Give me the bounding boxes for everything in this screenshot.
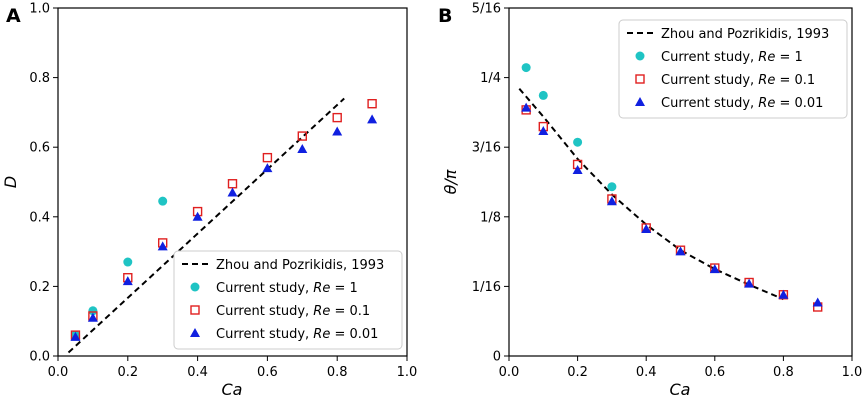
point-re-1 (158, 196, 168, 206)
x-tick-label: 0.8 (327, 365, 348, 380)
panel-a-legend-box (173, 250, 403, 350)
panel-a-label: A (6, 5, 21, 27)
point-re-0-01 (122, 276, 133, 286)
panel-a: A 0.0 0.2 0.4 0.6 0.8 1.0 0.0 0.2 0.4 0.6 0.8 1.0 C… (1, 2, 417, 400)
point-re-1 (538, 90, 548, 100)
point-re-0-01 (227, 187, 238, 197)
y-tick-label: 1/16 (472, 280, 501, 295)
panel-a-ylabel: D (1, 176, 20, 188)
y-tick-label: 1.0 (29, 2, 50, 17)
panel-b-legend-box (618, 19, 848, 119)
y-tick-label: 1/4 (480, 71, 501, 86)
legend-re1-label: Current study, Re = 1 (216, 281, 358, 296)
point-re-0-01 (87, 312, 98, 322)
point-re-0-01 (572, 165, 583, 175)
panel-a-plot: 0.0 0.2 0.4 0.6 0.8 1.0 0.0 0.2 0.4 0.6 0.8 1.0 (29, 2, 417, 381)
x-tick-label: 0.6 (704, 365, 725, 380)
y-tick-label: 0.4 (29, 210, 50, 225)
point-re-1 (521, 63, 531, 73)
x-tick-label: 0.0 (48, 365, 69, 380)
point-re-0-01 (606, 196, 617, 206)
legend-square-marker (190, 305, 200, 315)
legend-re01-label: Current study, Re = 0.1 (216, 304, 370, 319)
legend-triangle-marker (190, 328, 200, 337)
point-re-0-01 (641, 224, 652, 234)
x-tick-label: 0.2 (567, 365, 588, 380)
legend-re1-label: Current study, Re = 1 (661, 50, 803, 65)
legend-line-label: Zhou and Pozrikidis, 1993 (216, 258, 384, 273)
panel-b-label: B (438, 5, 452, 27)
legend-circle-marker (635, 51, 645, 61)
y-tick-label: 0.2 (29, 280, 50, 295)
panel-b-ylabel: θ/π (441, 169, 460, 194)
x-tick-label: 1.0 (397, 365, 418, 380)
y-tick-label: 0.0 (29, 350, 50, 365)
panel-a-xlabel: Ca (222, 380, 243, 399)
legend-re001-label: Current study, Re = 0.01 (661, 96, 823, 111)
point-re-0-01 (367, 114, 378, 124)
point-re-0-01 (538, 126, 549, 136)
point-re-0-01 (709, 264, 720, 274)
legend-square-marker (635, 74, 645, 84)
y-tick-label: 1/8 (480, 210, 501, 225)
x-tick-label: 1.0 (842, 365, 863, 380)
point-re-0-01 (778, 289, 789, 299)
x-tick-label: 0.4 (187, 365, 208, 380)
point-re-0-01 (521, 102, 532, 112)
x-tick-label: 0.4 (636, 365, 657, 380)
panel-b: B 0.0 0.2 0.4 0.6 0.8 1.001/161/83/161/45/16 … (438, 2, 862, 400)
point-re-0-1 (262, 152, 273, 163)
panel-a-frame (57, 7, 408, 357)
point-re-0-1 (332, 112, 342, 123)
point-re-1 (607, 182, 617, 192)
point-re-0-01 (675, 246, 686, 256)
y-tick-label: 0.8 (29, 71, 50, 86)
reference-dashed-line (518, 88, 784, 301)
x-tick-label: 0.2 (117, 365, 138, 380)
point-re-1 (123, 257, 133, 267)
point-re-0-1 (367, 98, 377, 109)
x-tick-label: 0.8 (773, 365, 794, 380)
panel-b-plot: 0.0 0.2 0.4 0.6 0.8 1.0 0 1/16 1/8 3/16 1/4 5/16 (472, 2, 863, 381)
point-re-0-01 (297, 143, 308, 153)
point-re-1 (573, 137, 583, 147)
point-re-0-01 (332, 126, 343, 136)
y-tick-label: 3/16 (472, 141, 501, 156)
y-tick-label: 5/16 (472, 2, 501, 17)
point-re-0-01 (262, 163, 273, 173)
legend-re01-label: Current study, Re = 0.1 (661, 73, 815, 88)
point-re-0-01 (812, 297, 823, 307)
point-re-0-1 (227, 179, 238, 189)
panel-b-frame (508, 7, 853, 357)
point-re-0-01 (157, 241, 168, 251)
point-re-1 (88, 306, 98, 316)
point-re-0-01 (70, 331, 81, 341)
legend-circle-marker (190, 282, 200, 292)
panel-b-legend: Zhou and Pozrikidis, 1993 Current study,… (618, 19, 848, 119)
x-tick-label: 0.0 (499, 365, 520, 380)
x-tick-label: 0.6 (257, 365, 278, 380)
legend-line-label: Zhou and Pozrikidis, 1993 (661, 27, 829, 42)
reference-dashed-line (67, 97, 345, 354)
y-tick-label: 0.6 (29, 141, 50, 156)
point-re-0-01 (192, 211, 203, 221)
y-tick-label: 0 (493, 350, 501, 365)
panel-b-xlabel: Ca (670, 380, 691, 399)
point-re-0-1 (297, 131, 307, 141)
point-re-0-01 (744, 278, 755, 288)
legend-triangle-marker (635, 97, 645, 106)
panel-a-legend: Zhou and Pozrikidis, 1993 Current study,… (173, 250, 403, 350)
legend-re001-label: Current study, Re = 0.01 (216, 327, 378, 342)
